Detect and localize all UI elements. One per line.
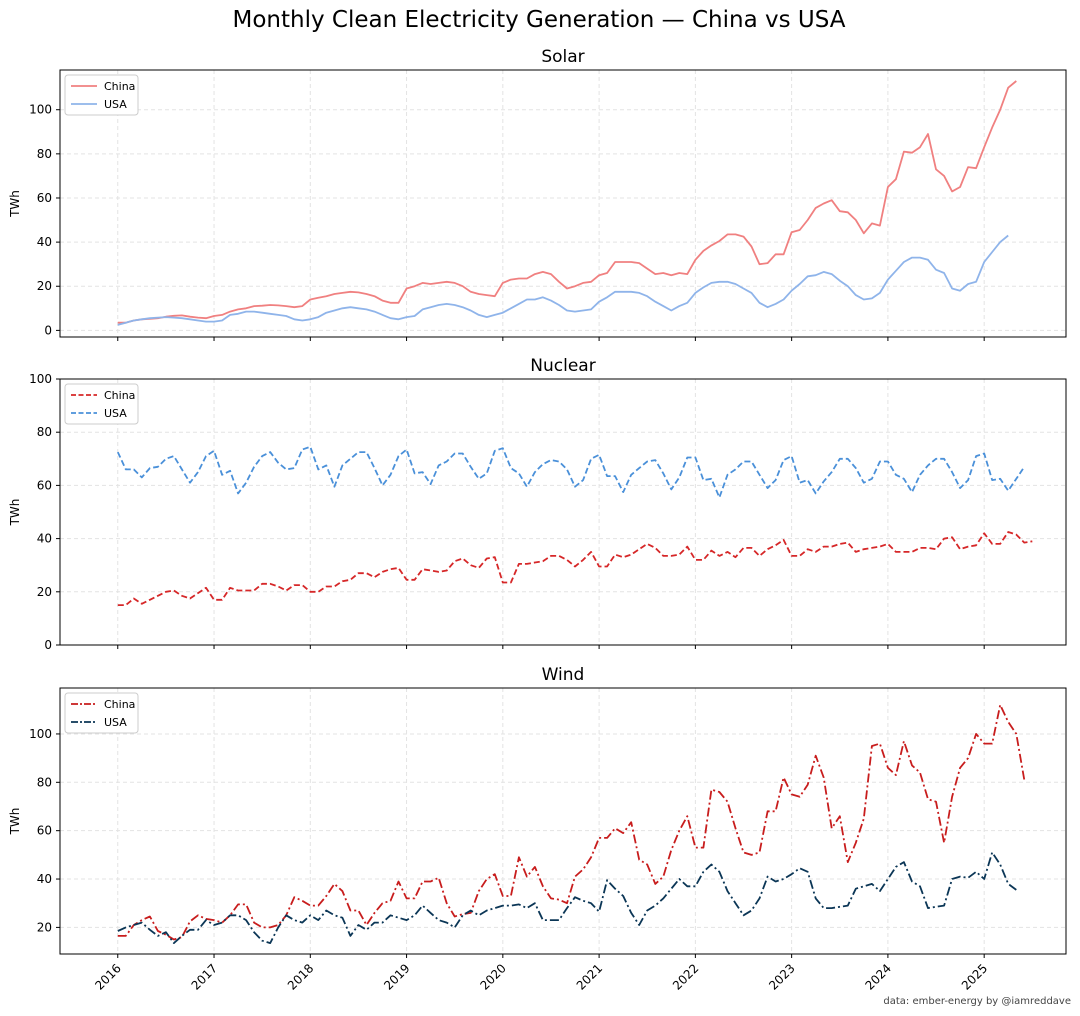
x-tick-label: 2020 [477, 961, 508, 992]
x-tick-label: 2019 [381, 961, 412, 992]
legend: China USA [64, 383, 139, 425]
y-axis-label: TWh [8, 190, 22, 218]
legend: China USA [64, 74, 139, 116]
credit-text: data: ember-energy by @iamreddave [883, 996, 1071, 1007]
legend-box [64, 692, 139, 734]
legend-label-china: China [104, 698, 135, 711]
plot-frame [59, 378, 1067, 646]
y-tick-label: 100 [29, 727, 52, 741]
y-tick-label: 40 [37, 872, 52, 886]
figure-title: Monthly Clean Electricity Generation — C… [233, 7, 846, 33]
y-tick-label: 40 [37, 235, 52, 249]
legend-label-usa: USA [104, 98, 127, 111]
x-tick-label: 2021 [574, 961, 605, 992]
y-tick-label: 80 [37, 147, 52, 161]
y-tick-label: 100 [29, 372, 52, 386]
x-tick-label: 2022 [670, 961, 701, 992]
x-tick-label: 2023 [766, 961, 797, 992]
y-axis-label: TWh [8, 808, 22, 836]
chart-panels: 0 20 40 60 80 100 Solar TWh China USA 0 20 40 60 80 100… [8, 47, 1067, 958]
plot-frame [59, 687, 1067, 955]
series-line-china [117, 531, 1033, 606]
x-tick-label: 2024 [863, 961, 894, 992]
y-tick-label: 60 [37, 824, 52, 838]
x-tick-label: 2016 [92, 961, 123, 992]
x-tick-label: 2018 [285, 961, 316, 992]
y-tick-label: 80 [37, 425, 52, 439]
x-tick-label: 2025 [959, 961, 990, 992]
y-tick-label: 0 [44, 323, 52, 337]
y-tick-label: 0 [44, 638, 52, 652]
panel-title: Wind [542, 665, 585, 685]
panel-title: Nuclear [530, 356, 595, 376]
series-line-usa [117, 851, 1017, 944]
series-line-china [117, 80, 1017, 324]
x-tick-label: 2017 [189, 961, 220, 992]
plot-frame [59, 69, 1067, 338]
legend-label-usa: USA [104, 716, 127, 729]
legend-label-usa: USA [104, 407, 127, 420]
panel-solar: 0 20 40 60 80 100 Solar TWh China USA [8, 47, 1067, 341]
series-line-china [117, 704, 1026, 941]
legend-label-china: China [104, 389, 135, 402]
legend-box [64, 383, 139, 425]
y-tick-label: 60 [37, 478, 52, 492]
panel-nuclear: 0 20 40 60 80 100 Nuclear TWh China USA [8, 356, 1067, 652]
legend-box [64, 74, 139, 116]
legend: China USA [64, 692, 139, 734]
y-tick-label: 80 [37, 775, 52, 789]
y-tick-label: 100 [29, 103, 52, 117]
y-axis-label: TWh [8, 499, 22, 527]
series-line-usa [116, 445, 1026, 499]
y-tick-label: 20 [37, 920, 52, 934]
panel-title: Solar [541, 47, 584, 67]
y-tick-label: 20 [37, 279, 52, 293]
panel-wind: 20 40 60 80 100 Wind TWh China USA [8, 665, 1067, 958]
series-line-usa [117, 234, 1009, 326]
y-tick-label: 20 [37, 585, 52, 599]
y-tick-label: 60 [37, 191, 52, 205]
y-tick-label: 40 [37, 532, 52, 546]
shared-x-axis: 2016 2017 2018 2019 2020 2021 2022 2023 2024 2025 [92, 961, 990, 992]
legend-label-china: China [104, 80, 135, 93]
